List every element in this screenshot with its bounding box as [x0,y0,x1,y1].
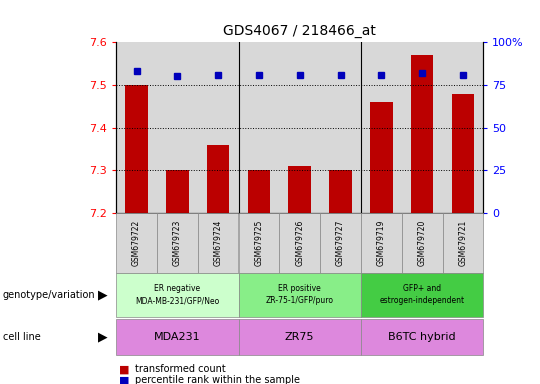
Text: ■: ■ [119,375,129,384]
Text: MDA231: MDA231 [154,332,201,342]
Text: ▶: ▶ [98,331,107,343]
Title: GDS4067 / 218466_at: GDS4067 / 218466_at [223,25,376,38]
Text: ER positive
ZR-75-1/GFP/puro: ER positive ZR-75-1/GFP/puro [266,284,334,305]
Text: ZR75: ZR75 [285,332,314,342]
Bar [207,145,229,213]
Text: genotype/variation: genotype/variation [3,290,96,300]
Bar [198,42,239,213]
Bar [125,85,148,213]
Text: GSM679721: GSM679721 [458,220,468,266]
Bar [442,42,483,213]
Bar [451,93,474,213]
Text: ▶: ▶ [98,288,107,301]
Text: GSM679724: GSM679724 [214,220,222,266]
Bar [402,42,442,213]
Text: cell line: cell line [3,332,40,342]
Text: transformed count: transformed count [135,364,226,374]
Text: GSM679723: GSM679723 [173,220,182,266]
Bar [411,55,433,213]
Bar [166,170,188,213]
Text: B6TC hybrid: B6TC hybrid [388,332,456,342]
Text: GSM679719: GSM679719 [377,220,386,266]
Bar [329,170,352,213]
Text: GSM679726: GSM679726 [295,220,304,266]
Bar [279,42,320,213]
Bar [361,42,402,213]
Bar [370,102,393,213]
Bar [288,166,311,213]
Text: ■: ■ [119,364,129,374]
Bar [320,42,361,213]
Bar [116,42,157,213]
Bar [248,170,270,213]
Bar [239,42,279,213]
Text: GFP+ and
estrogen-independent: GFP+ and estrogen-independent [380,284,464,305]
Text: GSM679722: GSM679722 [132,220,141,266]
Text: percentile rank within the sample: percentile rank within the sample [135,375,300,384]
Text: GSM679720: GSM679720 [417,220,427,266]
Text: GSM679727: GSM679727 [336,220,345,266]
Bar [157,42,198,213]
Text: GSM679725: GSM679725 [254,220,264,266]
Text: ER negative
MDA-MB-231/GFP/Neo: ER negative MDA-MB-231/GFP/Neo [135,284,219,305]
